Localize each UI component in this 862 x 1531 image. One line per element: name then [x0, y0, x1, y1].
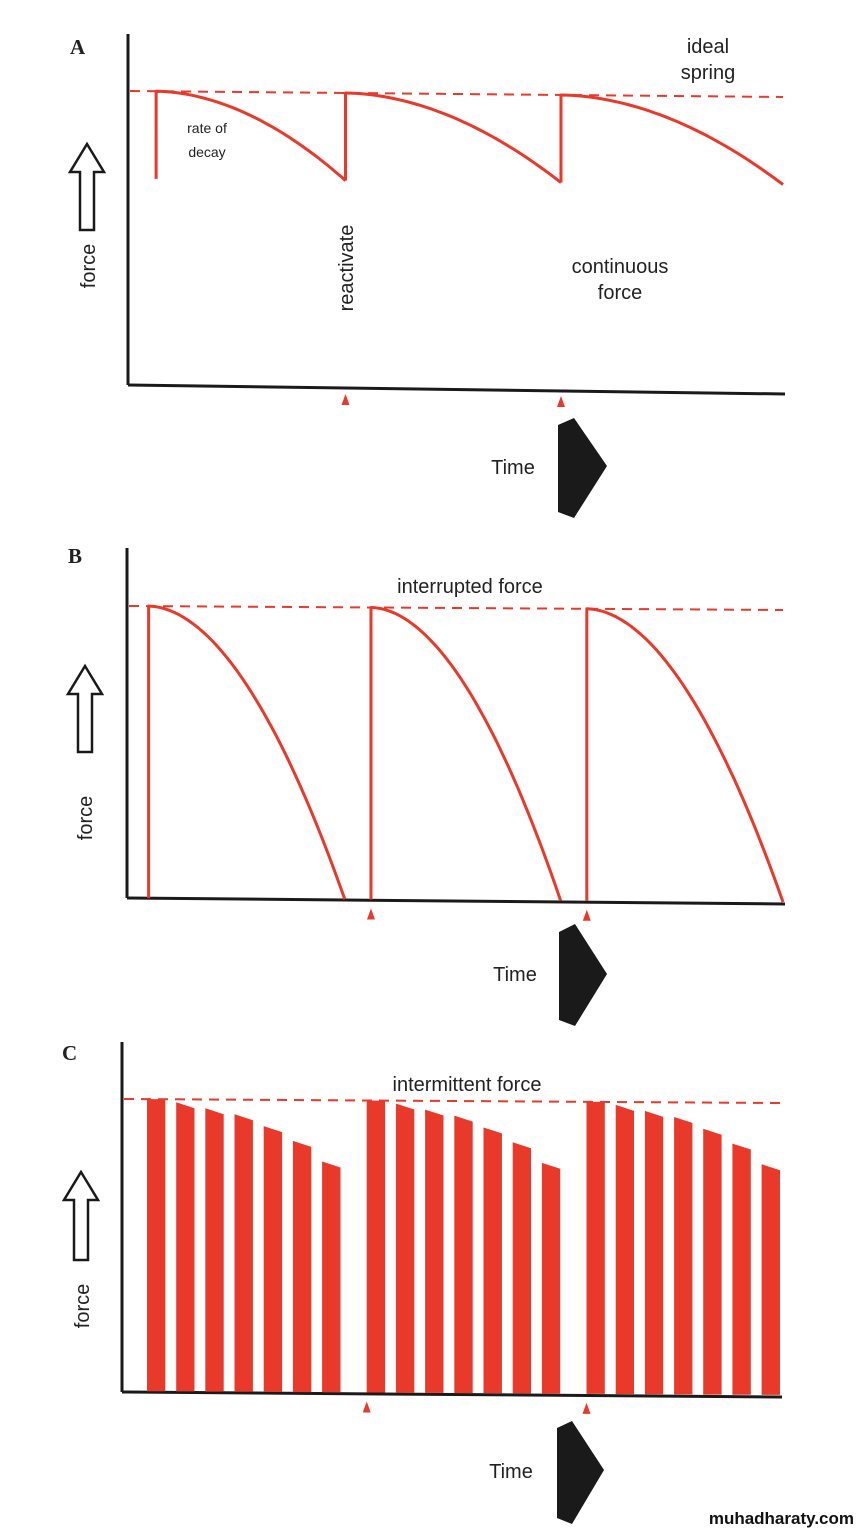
panel-c-x-axis	[121, 1390, 783, 1399]
panel-b-reactivation-markers	[366, 908, 591, 921]
panel-c-bar-2-6	[761, 1164, 780, 1395]
panel-c-bar-0-0	[147, 1099, 166, 1392]
panel-c-ideal-line	[123, 1098, 781, 1104]
panel-a-decay-label-line1: rate of	[187, 120, 227, 136]
panel-b-force-up-arrow-icon	[65, 663, 105, 754]
panel-c-bar-0-1	[176, 1102, 195, 1392]
panel-a-y-label: force	[78, 244, 100, 288]
panel-letter-b: B	[68, 544, 82, 568]
panel-b-interrupted-label: interrupted force	[397, 576, 543, 598]
panel-c-bars	[147, 1099, 780, 1395]
panel-c-bar-1-0	[366, 1100, 386, 1393]
panel-a-ideal-label-line1: ideal	[687, 36, 729, 58]
panel-a-reactivation-markers	[341, 393, 565, 407]
panel-c-intermittent-label: intermittent force	[393, 1074, 542, 1096]
panel-c-reactivation-marker-1	[582, 1402, 591, 1414]
panel-b: B interrupted force force Time	[65, 544, 786, 1026]
panel-b-x-axis	[126, 896, 786, 906]
panel-a-decay-label-line2: decay	[188, 144, 225, 160]
panel-c-reactivation-marker-0	[362, 1401, 371, 1413]
panel-a-decay-curve-cycle-2	[559, 93, 784, 186]
panel-c-bar-2-2	[644, 1110, 664, 1395]
panel-b-time-arrow-icon	[559, 924, 607, 1026]
panel-a-reactivation-marker-0	[341, 393, 350, 405]
panel-a-decay-curve-cycle-0	[154, 89, 347, 182]
panel-a-reactivate-label: reactivate	[336, 225, 358, 312]
panel-a-time-arrow-icon	[558, 418, 607, 518]
panel-a-continuous-label-line2: force	[598, 282, 642, 304]
panel-c: C intermittent force force Time	[61, 1041, 783, 1524]
panel-a-ideal-spring-line	[129, 90, 784, 98]
panel-c-bar-1-4	[483, 1127, 502, 1394]
panel-c-x-label: Time	[489, 1461, 533, 1483]
panel-c-bar-0-4	[263, 1126, 283, 1392]
panel-c-bar-2-4	[703, 1128, 722, 1395]
panel-c-bar-0-6	[322, 1161, 341, 1393]
panel-a-reactivation-marker-1	[556, 395, 565, 407]
panel-b-y-label: force	[75, 796, 97, 840]
panel-a-decay-curve-cycle-1	[343, 91, 562, 184]
panel-c-bar-2-5	[732, 1143, 751, 1395]
panel-b-reactivation-marker-1	[582, 909, 591, 921]
panel-c-force-up-arrow-icon	[61, 1169, 101, 1262]
panel-c-bar-0-2	[205, 1108, 224, 1392]
panel-c-bar-0-3	[234, 1114, 253, 1392]
panel-a-curves	[154, 89, 784, 186]
panel-c-bar-1-2	[425, 1109, 444, 1393]
panel-c-reactivation-markers	[362, 1401, 591, 1414]
panel-letter-c: C	[62, 1041, 77, 1065]
panel-c-bar-2-0	[586, 1101, 605, 1394]
panel-b-reactivation-marker-0	[366, 908, 375, 920]
panel-b-decay-curve-cycle-0	[147, 604, 347, 900]
panel-c-time-arrow-icon	[557, 1421, 604, 1524]
panel-c-bar-1-5	[512, 1142, 531, 1394]
watermark-text: muhadharaty.com	[709, 1509, 854, 1528]
panel-a-x-label: Time	[491, 457, 535, 479]
panel-b-decay-curve-cycle-1	[369, 605, 563, 902]
panel-a-ideal-label-line2: spring	[681, 62, 735, 84]
panel-c-bar-1-3	[454, 1115, 473, 1394]
panel-a-force-up-arrow-icon	[67, 141, 107, 232]
panel-c-bar-2-3	[674, 1117, 693, 1395]
panel-b-x-label: Time	[493, 964, 537, 986]
panel-letter-a: A	[70, 35, 86, 59]
panel-c-bar-1-6	[541, 1162, 561, 1394]
panel-a-x-axis	[127, 383, 786, 396]
panel-c-bar-1-1	[395, 1103, 415, 1393]
panel-b-curves	[147, 604, 785, 903]
panel-c-y-label: force	[72, 1284, 94, 1328]
panel-a: A ideal spring rate of decay reactivate …	[67, 34, 786, 518]
panel-c-bar-2-1	[615, 1104, 634, 1395]
panel-a-continuous-label-line1: continuous	[572, 256, 669, 278]
panel-b-ideal-line	[128, 605, 784, 611]
panel-b-decay-curve-cycle-2	[585, 607, 785, 903]
panel-c-bar-0-5	[292, 1140, 312, 1393]
